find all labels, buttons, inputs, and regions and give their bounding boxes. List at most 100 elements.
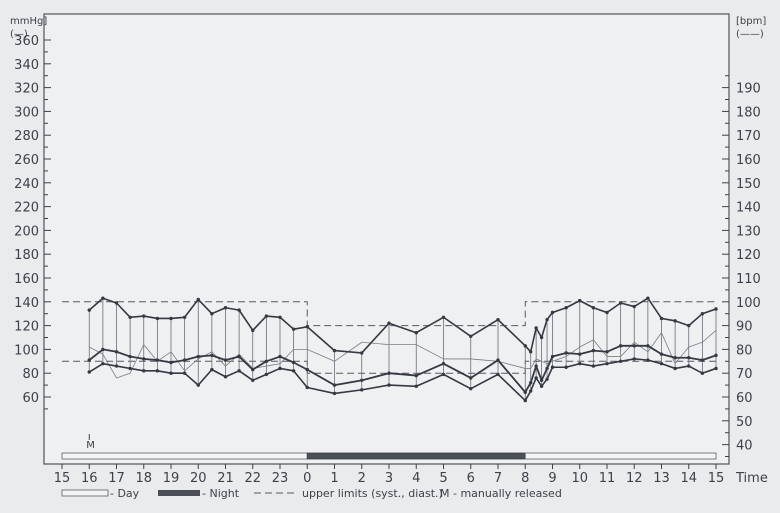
time-tick-label: 19 [163,471,180,486]
mean-point [539,378,544,383]
mean-point [673,356,677,360]
mean-point [169,360,173,365]
mean-point [251,367,255,372]
diastolic-point [237,369,241,373]
systolic-point [223,306,228,310]
left-axis: mmHg] (—) 60 80 100 120 140 160 180 200 220 240 260 2… [10,16,51,410]
left-tick-label: 140 [14,296,39,311]
right-tick-label: 160 [736,153,761,168]
systolic-point [114,301,119,305]
left-tick-label: 280 [14,129,39,144]
time-tick-label: 12 [626,471,643,486]
diastolic-point [550,365,555,369]
mean-point [632,344,636,348]
mean-point [142,357,146,361]
time-axis-label: Time [735,471,768,486]
systolic-point [360,351,364,355]
time-tick-label: 10 [571,471,588,486]
systolic-point [142,314,146,318]
diastolic-point [278,366,282,371]
mean-point [550,354,555,359]
time-tick-label: 14 [680,471,697,486]
mean-point [278,354,282,359]
mean-point [155,358,160,362]
mean-point [237,354,241,359]
time-axis: 15 16 17 18 19 20 21 22 23 0 1 2 3 4 5 6 7 8 9 10 11 12 13 14 15… [54,464,768,486]
right-tick-label: 50 [736,415,753,430]
time-tick-label: 13 [653,471,670,486]
mean-point [534,364,538,368]
systolic-point [128,315,132,319]
left-tick-label: 220 [14,201,39,216]
right-tick-label: 140 [736,201,761,216]
right-tick-label: 170 [736,129,761,144]
time-tick-label: 4 [412,471,420,486]
diastolic-point [414,384,418,388]
diastolic-point [291,369,296,373]
mean-point [360,378,364,383]
diastolic-point [251,378,255,383]
systolic-point [564,306,568,310]
time-tick-label: 2 [358,471,366,486]
systolic-point [182,315,187,319]
mean-point [700,358,705,362]
left-tick-label: 340 [14,58,39,73]
time-tick-label: 9 [548,471,556,486]
systolic-limit-line [62,301,716,327]
mean-point [387,371,391,375]
mean-point [564,351,568,355]
diastolic-point [182,371,187,375]
diastolic-point [469,386,473,391]
diastolic-point [101,361,105,366]
day-night-bar [61,452,717,460]
right-tick-label: 150 [736,177,761,192]
night-segment [306,452,526,460]
right-tick-label: 100 [736,296,761,311]
mean-point [210,353,214,358]
systolic-point [87,308,91,312]
time-tick-label: 23 [272,471,289,486]
left-tick-label: 180 [14,248,39,263]
diastolic-point [128,366,132,371]
legend-limit-label: upper limits (syst., diast.) [302,487,443,500]
left-tick-label: 100 [14,343,39,358]
systolic-point [529,350,533,354]
systolic-point [101,296,105,300]
mean-point [87,358,91,362]
mean-point [332,383,337,387]
left-tick-label: 260 [14,153,39,168]
time-tick-label: 22 [244,471,261,486]
mean-point [182,358,187,362]
diastolic-point [714,366,718,371]
systolic-point [618,301,623,305]
time-tick-label: 21 [217,471,234,486]
systolic-point [545,317,549,322]
systolic-point [469,334,473,339]
systolic-point [687,323,691,328]
diastolic-line [88,358,717,402]
systolic-point [387,321,391,325]
right-tick-label: 190 [736,82,761,97]
legend: - Day - Night upper limits (syst., diast.)… [61,487,562,500]
mean-point [128,354,132,359]
diastolic-point [360,388,364,392]
plot-frame [43,13,730,465]
systolic-point [332,348,337,353]
left-axis-unit: mmHg] [10,16,47,27]
left-tick-label: 120 [14,320,39,335]
legend-night-label: - Night [202,487,240,500]
systolic-point [305,325,309,329]
right-tick-label: 80 [736,343,753,358]
mean-point [545,366,549,371]
mean-point [291,360,296,365]
systolic-point [578,298,582,303]
day-segment [61,452,308,460]
systolic-point [659,316,664,321]
legend-night-swatch [158,490,200,496]
systolic-point [264,314,269,318]
legend-day-swatch [61,489,109,497]
diastolic-point [210,367,214,372]
mean-point [523,390,527,394]
mean-point [414,373,418,378]
systolic-point [278,315,282,319]
